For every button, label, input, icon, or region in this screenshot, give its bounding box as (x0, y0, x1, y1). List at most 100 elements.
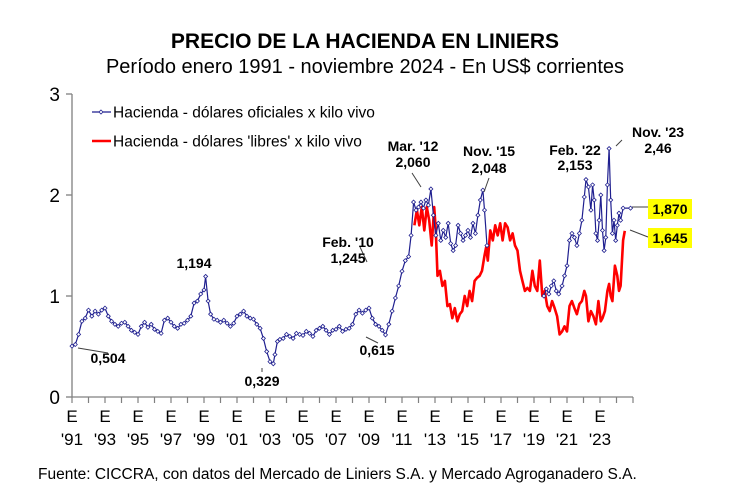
y-tick-label: 3 (49, 85, 60, 106)
x-tick-label-year: '23 (589, 430, 611, 449)
annotation-date: Nov. '23 (632, 124, 684, 140)
annotation-date: Mar. '12 (388, 138, 439, 154)
data-point-marker (270, 361, 276, 367)
x-tick-label-year: '01 (226, 430, 248, 449)
data-point-marker (594, 237, 601, 244)
data-point-marker (389, 308, 395, 314)
data-point-marker (470, 220, 476, 226)
data-point-marker (363, 307, 369, 313)
x-tick-label-month: E (396, 407, 407, 426)
data-point-marker (413, 207, 419, 213)
data-point-marker (135, 331, 141, 337)
data-point-marker (546, 291, 552, 297)
data-point-marker (244, 313, 250, 319)
data-point-marker (484, 242, 490, 249)
x-tick-label-month: E (363, 407, 374, 426)
x-tick-label-month: E (594, 407, 605, 426)
x-tick-label-year: '21 (556, 430, 578, 449)
x-tick-label-month: E (165, 407, 176, 426)
data-point-marker (82, 315, 88, 321)
annotation-date: Feb. '22 (549, 142, 601, 158)
data-point-marker (323, 327, 329, 333)
data-point-marker (553, 288, 559, 294)
legend-label: Hacienda - dólares 'libres' x kilo vivo (113, 134, 362, 151)
annotation-leader-line (615, 139, 623, 147)
data-point-marker (72, 341, 78, 348)
x-tick-label-year: '15 (457, 430, 479, 449)
data-point-marker (227, 323, 233, 329)
data-point-marker (433, 232, 439, 238)
data-point-marker (556, 291, 562, 297)
data-point-marker (585, 184, 592, 190)
series-line-oficiales (543, 147, 631, 297)
data-point-marker (543, 286, 549, 292)
data-point-marker (596, 217, 602, 223)
data-point-marker (208, 311, 214, 317)
data-point-marker (564, 263, 570, 269)
data-point-marker (450, 247, 456, 254)
data-point-marker (184, 317, 191, 323)
data-point-marker (462, 232, 469, 238)
annotations: 0,504 1,194 0,329 0,615 Feb. '101,245 Mar. '1… (77, 124, 692, 389)
data-point-marker (614, 222, 620, 228)
data-point-marker (95, 311, 101, 317)
data-point-marker (326, 331, 332, 337)
data-point-marker (142, 319, 148, 325)
x-tick-label-month: E (561, 407, 572, 426)
x-tick-label-year: '03 (259, 430, 281, 449)
data-point-marker (316, 325, 323, 331)
data-point-marker (155, 328, 161, 334)
data-point-marker (566, 237, 573, 244)
data-point-marker (379, 327, 385, 333)
data-point-marker (158, 330, 164, 336)
data-point-marker (579, 217, 585, 223)
data-point-marker (443, 234, 449, 240)
data-point-marker (402, 258, 408, 264)
data-point-marker (608, 197, 614, 203)
data-point-marker (548, 283, 554, 289)
data-point-marker (465, 227, 471, 233)
data-point-marker (445, 220, 451, 226)
annotation-date: Nov. '15 (463, 143, 515, 159)
data-point-marker (287, 333, 293, 339)
data-point-marker (472, 230, 478, 236)
data-point-marker (260, 335, 266, 341)
x-tick-label-year: '09 (358, 430, 380, 449)
data-point-marker (611, 217, 617, 223)
y-tick-label: 1 (49, 287, 60, 308)
data-point-marker (250, 316, 257, 322)
data-point-marker (85, 307, 92, 313)
legend-label: Hacienda - dólares oficiales x kilo vivo (113, 105, 375, 122)
data-point-marker (336, 323, 342, 329)
annotation-value: 1,645 (652, 230, 687, 246)
data-point-marker (122, 319, 128, 325)
data-point-marker (105, 313, 111, 319)
data-point-marker (420, 205, 427, 211)
x-tick-label-year: '99 (193, 430, 215, 449)
data-point-marker (418, 199, 424, 205)
data-point-marker (382, 332, 389, 338)
data-point-marker (214, 317, 220, 323)
data-point-marker (145, 324, 151, 330)
data-point-marker (151, 326, 158, 332)
annotation-value: 2,153 (557, 157, 592, 173)
data-point-marker (423, 197, 429, 203)
data-point-marker (290, 335, 296, 341)
data-point-marker (601, 247, 607, 254)
series-layer (69, 145, 634, 367)
data-point-marker (102, 305, 108, 311)
data-point-marker (283, 331, 290, 337)
x-tick-label-month: E (231, 407, 242, 426)
data-point-marker (588, 207, 594, 213)
data-point-marker (307, 330, 313, 336)
x-tick-label-year: '95 (127, 430, 149, 449)
data-point-marker (175, 325, 181, 331)
data-point-marker (267, 359, 273, 365)
x-tick-label-month: E (264, 407, 275, 426)
annotation-leader-line (365, 336, 379, 344)
data-point-marker (609, 230, 615, 236)
legend: Hacienda - dólares oficiales x kilo vivo… (92, 105, 375, 151)
x-tick-label-year: '07 (325, 430, 347, 449)
x-tick-label-year: '93 (94, 430, 116, 449)
